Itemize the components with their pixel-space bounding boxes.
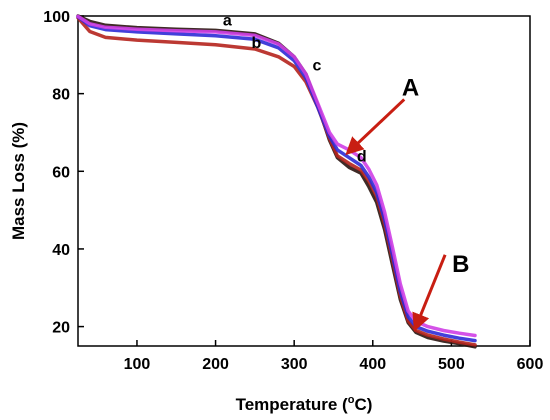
series-group bbox=[76, 14, 477, 349]
y-axis-title: Mass Loss (%) bbox=[9, 122, 28, 240]
x-tick-label-1: 200 bbox=[202, 356, 229, 373]
plot-frame bbox=[77, 15, 531, 347]
annotation-b: b bbox=[252, 35, 262, 52]
series-line-a bbox=[76, 14, 477, 349]
y-tick-label-3: 80 bbox=[52, 87, 70, 104]
series-line-d bbox=[76, 14, 477, 338]
x-axis-title-rest: C) bbox=[354, 395, 372, 414]
y-tick-label-0: 20 bbox=[52, 320, 70, 337]
x-tick-label-3: 400 bbox=[359, 356, 386, 373]
y-tick-label-1: 40 bbox=[52, 242, 70, 259]
x-axis-title: Temperature (oC) bbox=[236, 394, 373, 414]
annotation-A: A bbox=[402, 75, 419, 102]
series-line-b bbox=[76, 16, 477, 347]
y-tick-label-4: 100 bbox=[43, 9, 70, 26]
arrow-B bbox=[412, 254, 447, 332]
annotation-c: c bbox=[313, 57, 322, 74]
x-tick-label-0: 100 bbox=[124, 356, 151, 373]
arrow-A bbox=[345, 98, 406, 156]
x-tick-label-2: 300 bbox=[281, 356, 308, 373]
x-axis-title-main: Temperature ( bbox=[236, 395, 348, 414]
series-line-c bbox=[76, 15, 477, 343]
y-tick-label-2: 60 bbox=[52, 164, 70, 181]
annotations-group: a b c d A B bbox=[223, 13, 469, 332]
x-tick-label-4: 500 bbox=[438, 356, 465, 373]
annotation-a: a bbox=[223, 13, 232, 30]
x-tick-label-5: 600 bbox=[517, 356, 544, 373]
x-axis-title-degree: o bbox=[348, 394, 355, 406]
annotation-B: B bbox=[452, 251, 469, 278]
annotation-d: d bbox=[357, 149, 367, 166]
axis-ticks: 100 200 300 400 500 600 20 40 60 80 100 bbox=[43, 9, 543, 373]
